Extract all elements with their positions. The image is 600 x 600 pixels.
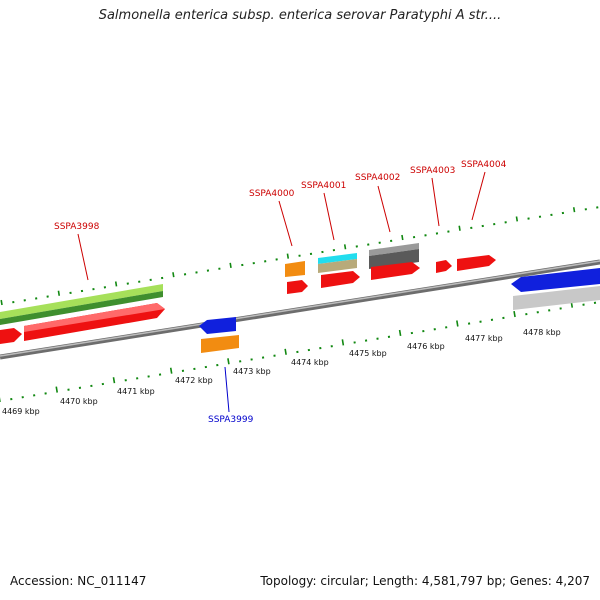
kbp-label: 4478 kbp	[523, 328, 561, 337]
gene-leader-line	[377, 185, 391, 233]
major-tick	[0, 299, 3, 306]
gene-label: SSPA4003	[410, 166, 455, 176]
gene-label: SSPA4004	[461, 160, 507, 170]
kbp-label: 4477 kbp	[465, 334, 503, 343]
genome-backbone	[0, 259, 600, 360]
major-tick	[456, 320, 459, 327]
major-tick	[57, 290, 61, 296]
gene-label: SSPA4002	[355, 173, 400, 183]
major-tick	[169, 367, 173, 374]
kbp-label-group: 4469 kbp 4470 kbp 4471 kbp 4472 kbp 4473 kbp…	[2, 328, 561, 416]
major-tick	[343, 244, 347, 250]
kbp-label: 4474 kbp	[291, 358, 329, 367]
cds-left-edge	[0, 328, 22, 344]
feature-green-outer	[0, 284, 163, 325]
major-tick	[572, 207, 576, 213]
gene-leader-line	[323, 192, 335, 241]
gene-leader-line	[431, 177, 440, 227]
gene-leader-line	[278, 200, 293, 247]
kbp-label: 4473 kbp	[233, 367, 271, 376]
major-tick	[515, 216, 519, 222]
major-tick	[341, 339, 345, 346]
cds-sspa4000	[287, 280, 308, 294]
major-tick	[401, 234, 404, 241]
kbp-label: 4469 kbp	[2, 407, 40, 416]
major-tick	[55, 386, 59, 393]
map-title: Salmonella enterica subsp. enterica sero…	[98, 8, 502, 23]
major-tick	[172, 272, 175, 278]
major-tick	[229, 262, 232, 268]
gene-leader-line	[77, 233, 89, 281]
gene-label: SSPA4000	[249, 189, 295, 199]
major-tick	[513, 310, 516, 318]
feature-silver-right	[513, 286, 600, 310]
kbp-label: 4475 kbp	[349, 349, 387, 358]
cds-sspa4001	[321, 271, 360, 288]
feature-grey-4002	[369, 243, 419, 269]
major-tick	[286, 253, 290, 259]
genome-summary-text: Topology: circular; Length: 4,581,797 bp…	[260, 574, 590, 588]
cds-blue-3999	[199, 317, 236, 334]
cds-sspa4003	[436, 260, 452, 273]
gene-leader-line	[224, 366, 230, 413]
cds-blue-right	[511, 268, 600, 292]
gene-label: SSPA3999	[208, 415, 254, 425]
accession-text: Accession: NC_011147	[10, 574, 147, 588]
gene-label: SSPA4001	[301, 181, 346, 191]
kbp-label: 4471 kbp	[117, 387, 155, 396]
major-tick	[112, 377, 116, 384]
cds-sspa4004	[457, 255, 496, 271]
gene-label: SSPA3998	[54, 222, 100, 232]
feature-orange-3999	[201, 335, 239, 353]
major-tick	[458, 225, 461, 231]
gene-leader-line	[471, 171, 486, 221]
feature-orange-top	[285, 261, 305, 277]
cds-sspa4002	[371, 262, 420, 280]
cds-sspa3998	[24, 303, 165, 341]
feature-cyan-4001	[318, 253, 357, 273]
kbp-label: 4472 kbp	[175, 376, 213, 385]
outer-tick-ring	[0, 206, 599, 306]
major-tick	[227, 358, 230, 365]
kbp-label: 4470 kbp	[60, 397, 98, 406]
major-tick	[284, 348, 287, 355]
kbp-label: 4476 kbp	[407, 342, 445, 351]
major-tick	[398, 329, 402, 337]
major-tick	[114, 281, 118, 287]
gene-label-group: SSPA3998 SSPA3999 SSPA4000 SSPA4001 SSPA4002…	[54, 160, 507, 425]
